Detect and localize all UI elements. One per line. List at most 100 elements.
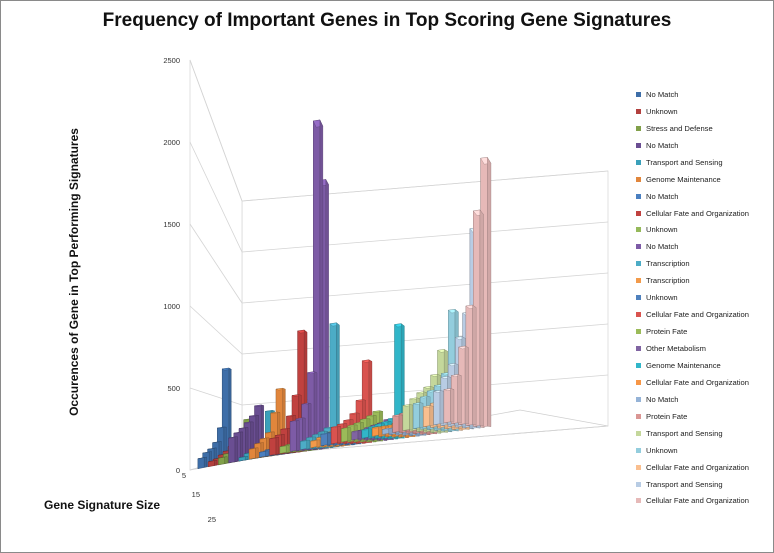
legend-label: Other Metabolism bbox=[646, 344, 706, 354]
legend-item: No Match bbox=[636, 238, 749, 255]
bar bbox=[402, 404, 413, 431]
y-tick-label: 500 bbox=[167, 384, 180, 393]
legend-swatch bbox=[636, 227, 641, 233]
legend-label: No Match bbox=[646, 242, 679, 252]
legend-swatch bbox=[636, 278, 641, 284]
bar bbox=[218, 456, 228, 466]
legend-item: Transcription bbox=[636, 272, 749, 289]
gridline-back bbox=[241, 170, 609, 202]
bar bbox=[413, 402, 424, 430]
bar bbox=[310, 439, 321, 448]
legend-item: Unknown bbox=[636, 222, 749, 239]
legend-item: Cellular Fate and Organization bbox=[636, 459, 749, 476]
legend-swatch bbox=[636, 329, 641, 335]
legend-item: Cellular Fate and Organization bbox=[636, 493, 749, 510]
y-tick-label: 1500 bbox=[163, 220, 180, 229]
bar bbox=[443, 388, 455, 424]
gridline-back bbox=[241, 221, 609, 253]
bar bbox=[433, 390, 444, 426]
legend-label: Unknown bbox=[646, 225, 678, 235]
y-tick-label: 2500 bbox=[163, 56, 180, 65]
legend-swatch bbox=[636, 142, 641, 148]
gridline-side bbox=[189, 141, 243, 253]
z-tick-label: 5 bbox=[182, 471, 186, 480]
bar bbox=[382, 428, 393, 435]
legend-label: Transport and Sensing bbox=[646, 428, 723, 438]
legend-item: Cellular Fate and Organization bbox=[636, 306, 749, 323]
legend-item: Genome Maintenance bbox=[636, 171, 749, 188]
legend-item: No Match bbox=[636, 391, 749, 408]
legend-item: Transport and Sensing bbox=[636, 154, 749, 171]
bar bbox=[361, 428, 372, 439]
y-tick-label: 1000 bbox=[163, 302, 180, 311]
gridline-back bbox=[241, 272, 609, 304]
bar bbox=[259, 450, 269, 458]
legend-item: Transport and Sensing bbox=[636, 425, 749, 442]
legend-swatch bbox=[636, 447, 641, 453]
legend-item: No Match bbox=[636, 86, 749, 103]
legend-item: Transport and Sensing bbox=[636, 476, 749, 493]
legend-label: No Match bbox=[646, 191, 679, 201]
legend-item: Genome Maintenance bbox=[636, 357, 749, 374]
legend-item: Transcription bbox=[636, 255, 749, 272]
legend-swatch bbox=[636, 413, 641, 419]
bar bbox=[197, 456, 207, 469]
legend-label: No Match bbox=[646, 89, 679, 99]
legend-item: Protein Fate bbox=[636, 323, 749, 340]
bar bbox=[351, 430, 362, 441]
bar bbox=[289, 420, 300, 452]
legend-label: Cellular Fate and Organization bbox=[646, 462, 749, 472]
legend-label: Transcription bbox=[646, 276, 690, 286]
chart-title: Frequency of Important Genes in Top Scor… bbox=[102, 10, 672, 31]
x-axis-label: Gene Signature Size bbox=[44, 498, 161, 512]
legend-label: Cellular Fate and Organization bbox=[646, 310, 749, 320]
bar bbox=[341, 427, 352, 443]
legend-swatch bbox=[636, 125, 641, 131]
legend-swatch bbox=[636, 379, 641, 385]
bar bbox=[331, 425, 341, 445]
legend-swatch bbox=[636, 176, 641, 182]
legend-label: Protein Fate bbox=[646, 327, 688, 337]
legend-label: Cellular Fate and Organization bbox=[646, 496, 749, 506]
legend-item: Unknown bbox=[636, 103, 749, 120]
legend-item: Unknown bbox=[636, 442, 749, 459]
bar bbox=[300, 439, 310, 450]
bar bbox=[279, 445, 290, 454]
bar bbox=[269, 437, 279, 456]
gridline-side bbox=[189, 59, 243, 202]
legend-swatch bbox=[636, 210, 641, 216]
legend-item: Other Metabolism bbox=[636, 340, 749, 357]
legend-label: Genome Maintenance bbox=[646, 174, 721, 184]
legend-label: No Match bbox=[646, 140, 679, 150]
legend-item: Stress and Defense bbox=[636, 120, 749, 137]
bar bbox=[313, 119, 324, 450]
legend-label: Cellular Fate and Organization bbox=[646, 377, 749, 387]
legend-swatch bbox=[636, 108, 641, 114]
legend-item: Cellular Fate and Organization bbox=[636, 374, 749, 391]
bar bbox=[392, 414, 403, 433]
bar bbox=[329, 322, 340, 449]
bar bbox=[372, 426, 383, 437]
bar bbox=[228, 436, 238, 464]
z-tick-label: 15 bbox=[192, 490, 200, 499]
chart-legend: No Match Unknown Stress and Defense No Matc… bbox=[636, 86, 749, 509]
legend-item: No Match bbox=[636, 137, 749, 154]
gridline-side bbox=[189, 223, 243, 304]
side-wall bbox=[189, 59, 243, 471]
bar bbox=[320, 432, 331, 446]
bar bbox=[238, 456, 249, 462]
legend-label: Unknown bbox=[646, 293, 678, 303]
legend-item: Unknown bbox=[636, 289, 749, 306]
legend-swatch bbox=[636, 481, 641, 487]
legend-swatch bbox=[636, 312, 641, 318]
legend-swatch bbox=[636, 193, 641, 199]
legend-item: No Match bbox=[636, 188, 749, 205]
legend-swatch bbox=[636, 362, 641, 368]
legend-label: Cellular Fate and Organization bbox=[646, 208, 749, 218]
bar bbox=[248, 447, 259, 460]
legend-label: Transcription bbox=[646, 259, 690, 269]
y-tick-label: 0 bbox=[176, 466, 180, 475]
legend-label: Genome Maintenance bbox=[646, 360, 721, 370]
bar bbox=[465, 304, 477, 427]
legend-swatch bbox=[636, 396, 641, 402]
